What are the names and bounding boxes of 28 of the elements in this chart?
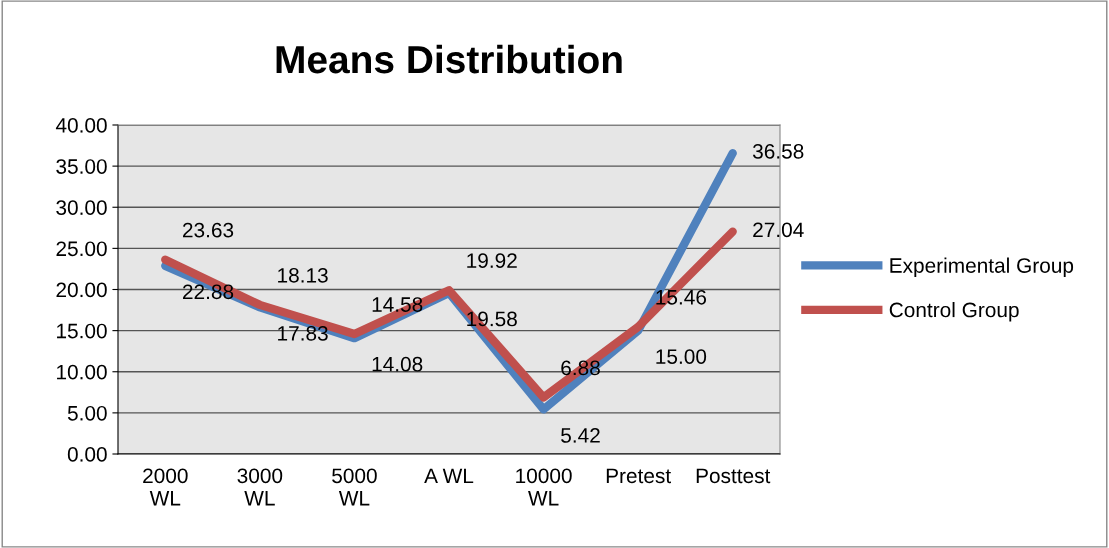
- data-label: 14.08: [372, 356, 423, 372]
- x-tick-label: 10000 WL: [516, 468, 572, 506]
- chart-title: Means Distribution: [276, 44, 622, 74]
- y-tick-label: 30.00: [56, 200, 107, 215]
- legend-label: Control Group: [889, 302, 1019, 322]
- data-label: 6.88: [561, 360, 600, 376]
- x-tick-label: 3000 WL: [237, 468, 283, 506]
- data-label: 36.58: [752, 143, 804, 159]
- data-label: 23.63: [183, 222, 234, 238]
- y-tick-label: 10.00: [57, 364, 107, 380]
- y-tick-label: 40.00: [55, 118, 107, 133]
- x-tick-label: 2000 WL: [143, 468, 188, 506]
- y-tick-label: 35.00: [56, 159, 107, 174]
- x-tick-label: A WL: [424, 468, 474, 483]
- data-label: 27.04: [753, 222, 804, 238]
- data-label: 15.00: [656, 349, 707, 364]
- legend-label: Experimental Group: [890, 257, 1074, 277]
- data-label: 5.42: [561, 428, 600, 443]
- x-tick-label: 5000 WL: [332, 468, 377, 506]
- y-tick-label: 5.00: [67, 405, 107, 421]
- x-tick-label: Pretest: [606, 468, 671, 484]
- y-tick-label: 15.00: [57, 323, 107, 339]
- data-label: 18.13: [278, 267, 328, 283]
- data-label: 19.92: [467, 253, 517, 268]
- x-tick-label: Posttest: [696, 468, 771, 484]
- y-tick-label: 20.00: [56, 282, 107, 298]
- y-tick-label: 0.00: [67, 447, 107, 462]
- y-tick-label: 25.00: [56, 241, 107, 257]
